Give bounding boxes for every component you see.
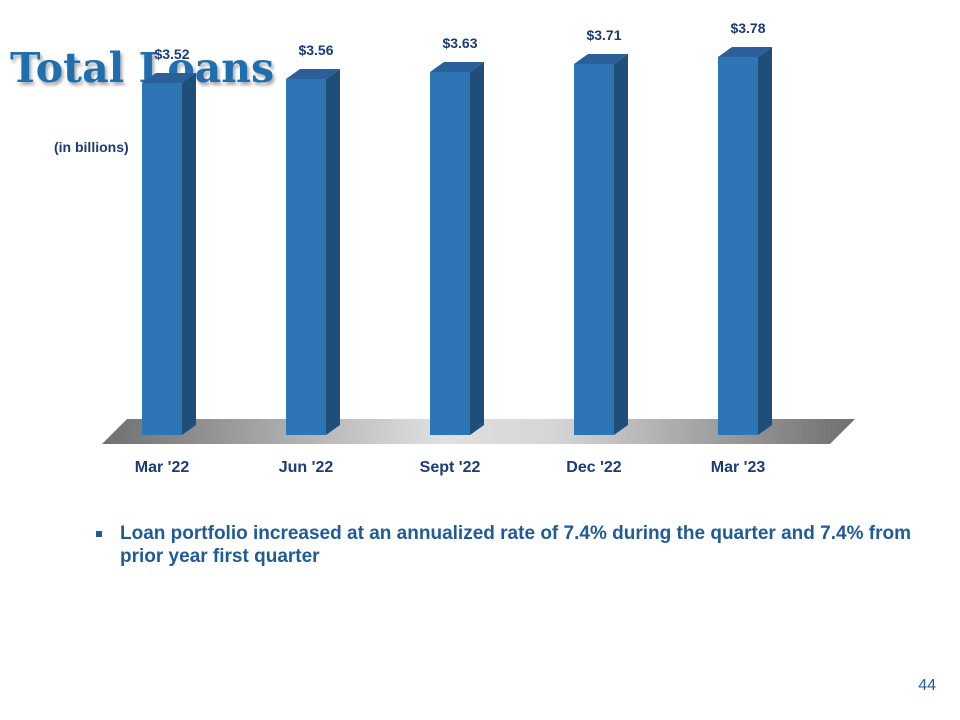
bar-front (718, 57, 758, 435)
bullet-point: Loan portfolio increased at an annualize… (96, 522, 911, 568)
bar-chart: $3.52 Mar '22 $3.56 Jun '22 $3.63 Sept '22 $3.… (102, 20, 855, 476)
units-note: (in billions) (54, 139, 129, 155)
data-label: $3.78 (730, 20, 765, 36)
bar (142, 73, 196, 435)
bar-side (326, 69, 340, 435)
bar-side (758, 47, 772, 435)
x-tick-label: Jun '22 (279, 459, 334, 476)
bar-side (182, 73, 196, 435)
x-tick-label: Sept '22 (420, 459, 481, 476)
bar-side (614, 54, 628, 435)
x-tick-label: Mar '23 (711, 459, 766, 476)
x-tick-label: Dec '22 (566, 459, 622, 476)
bar-side (470, 62, 484, 435)
bar (286, 69, 340, 435)
bar-front (286, 79, 326, 435)
bar-front (142, 83, 182, 435)
bar-front (574, 64, 614, 435)
bar-top (142, 73, 196, 83)
data-label: $3.63 (442, 35, 477, 51)
bar-top (286, 69, 340, 79)
bullet-marker (96, 531, 102, 537)
x-tick-label: Mar '22 (135, 459, 190, 476)
data-label: $3.52 (154, 46, 189, 62)
bullet-text: Loan portfolio increased at an annualize… (120, 523, 911, 567)
bar-top (574, 54, 628, 64)
data-label: $3.56 (298, 42, 333, 58)
bar-top (718, 47, 772, 57)
bar-front (430, 72, 470, 435)
bar (430, 62, 484, 435)
bar (718, 47, 772, 435)
bar-top (430, 62, 484, 72)
data-label: $3.71 (586, 27, 621, 43)
page-number: 44 (918, 677, 936, 694)
bar (574, 54, 628, 435)
